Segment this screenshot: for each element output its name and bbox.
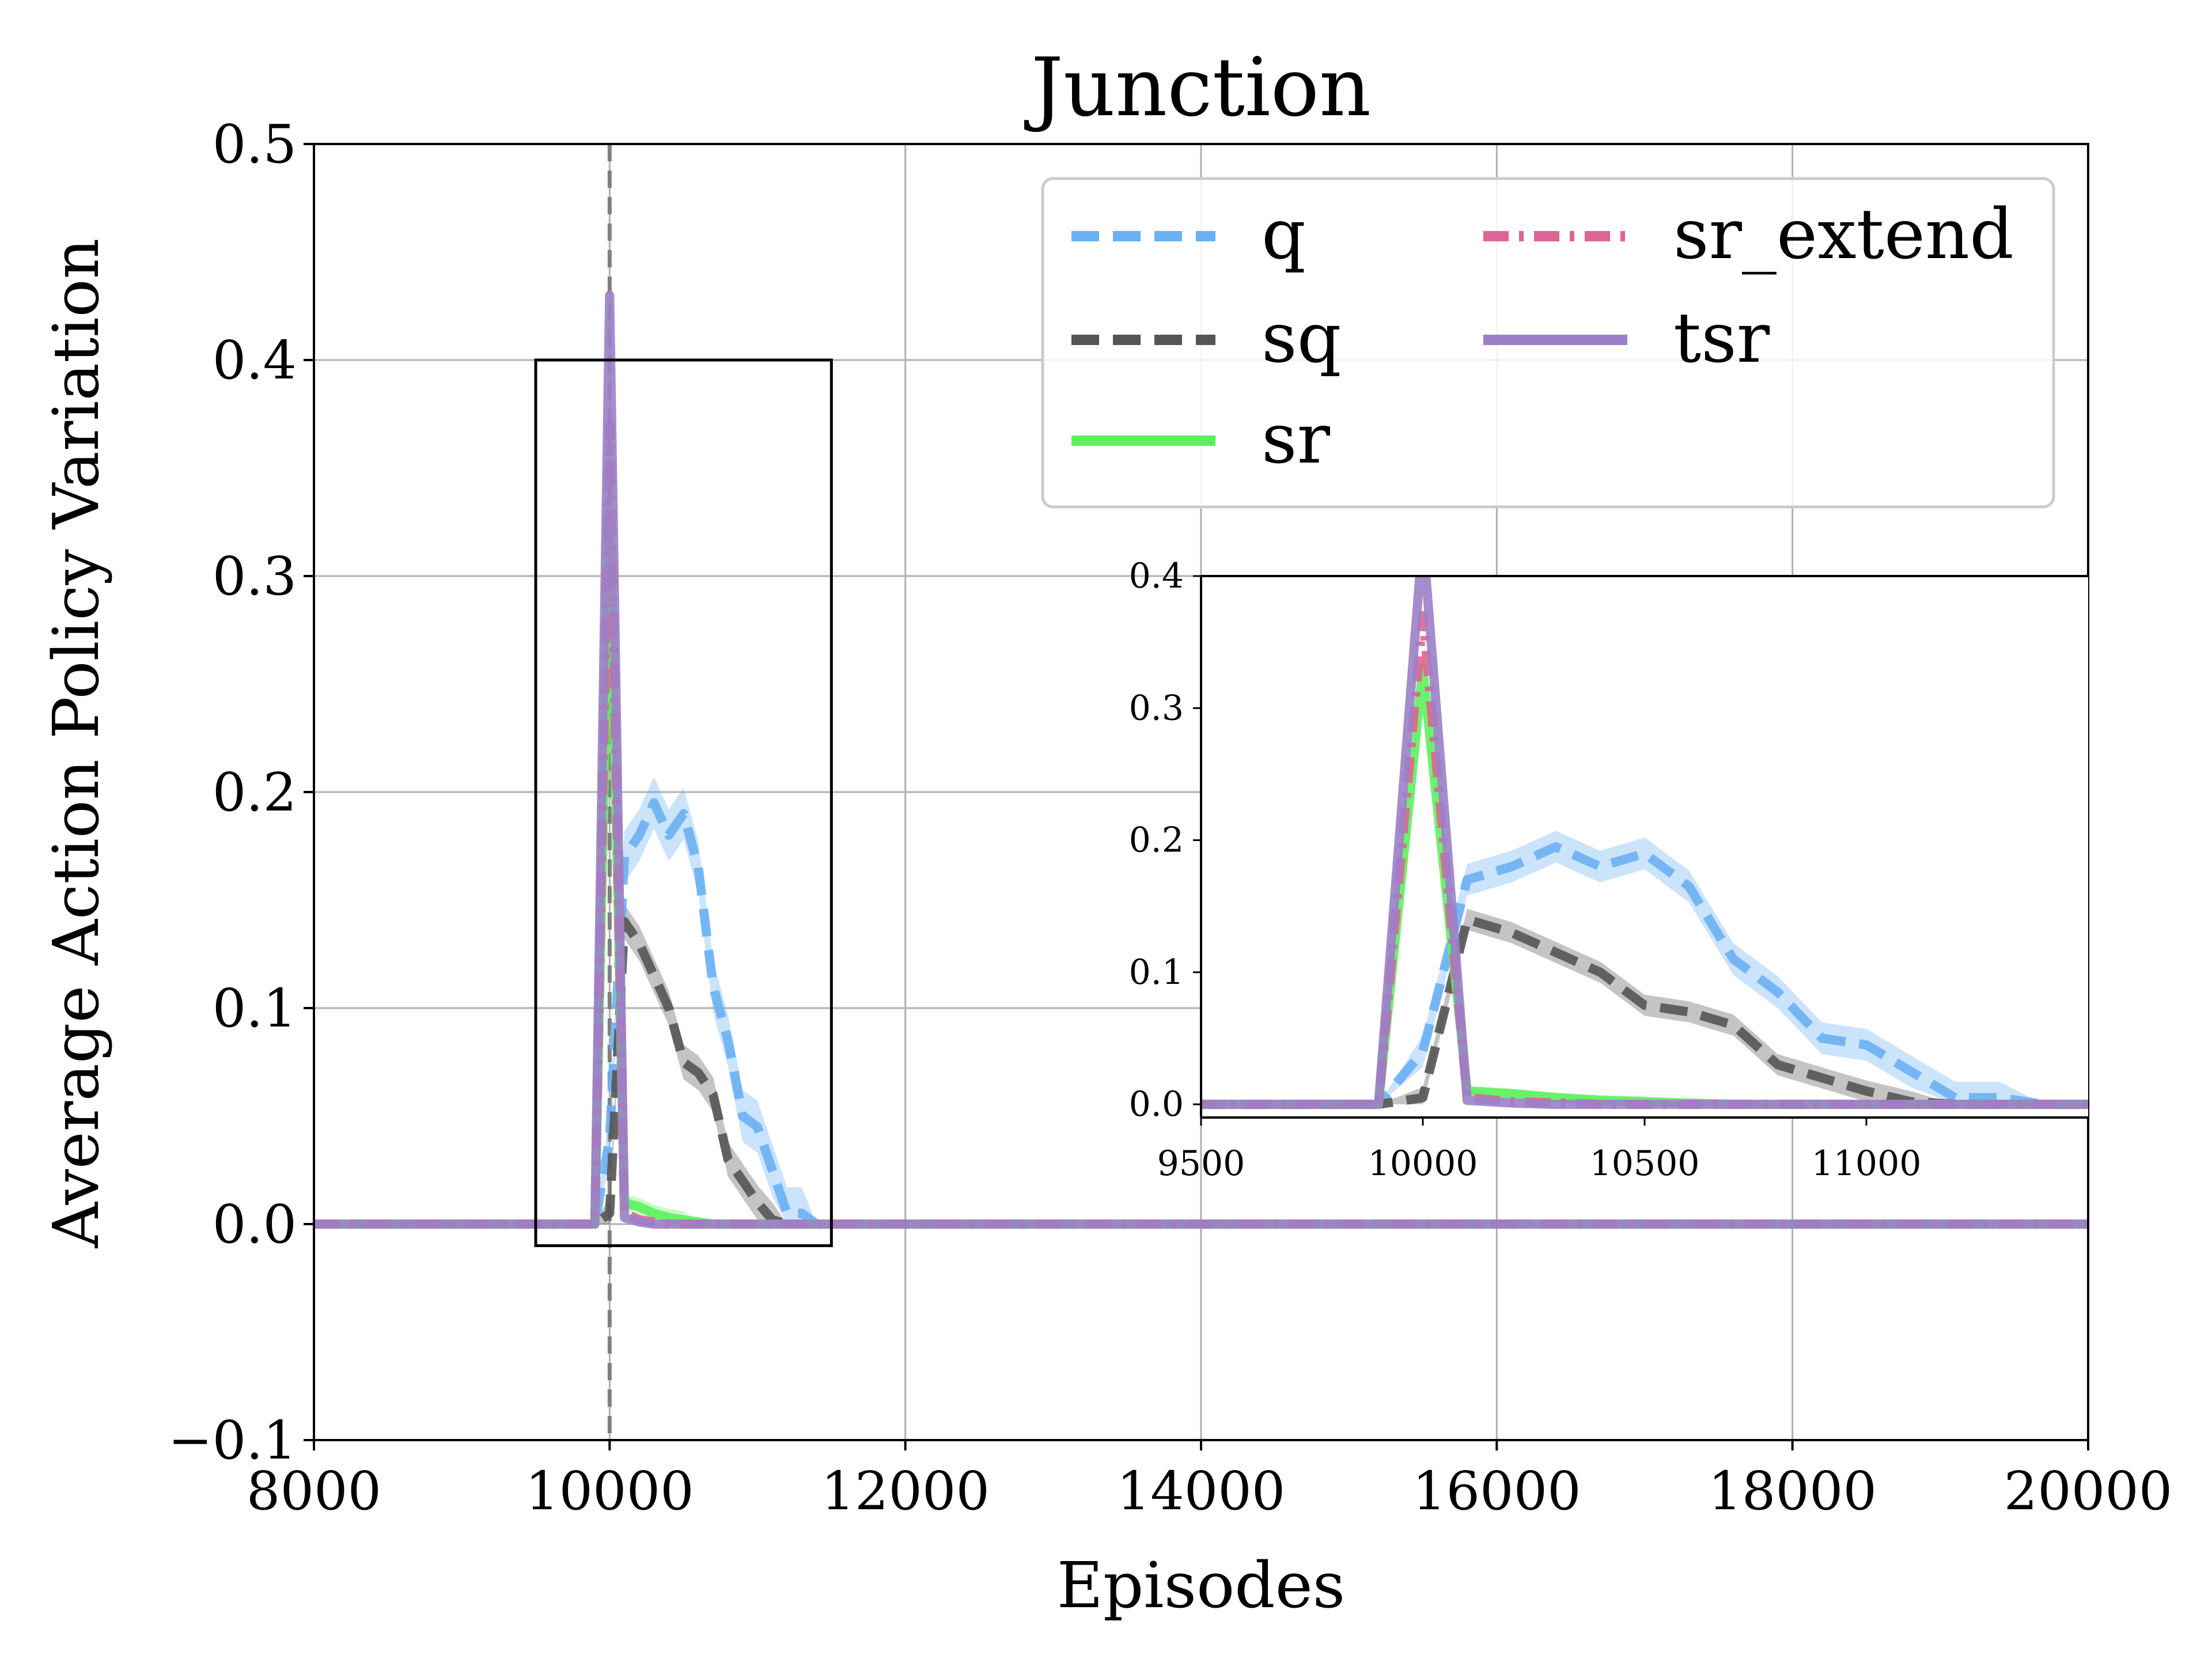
y-tick-label: 0.4: [213, 329, 297, 391]
series-line-tsr: [314, 290, 2088, 1229]
inset-line-sq: [1201, 915, 2088, 1109]
y-tick-label: 0.5: [213, 113, 297, 175]
x-tick-label: 12000: [821, 1460, 990, 1522]
legend-label-sr: sr: [1262, 399, 1331, 479]
y-tick-label: −0.1: [168, 1410, 297, 1471]
inset-x-tick-label: 10000: [1368, 1143, 1478, 1184]
inset-y-tick-label: 0.1: [1129, 952, 1184, 993]
x-tick-label: 14000: [1117, 1460, 1286, 1522]
x-tick-label: 20000: [2004, 1460, 2173, 1522]
series-band-q: [314, 777, 2088, 1224]
y-tick-label: 0.1: [213, 978, 297, 1039]
legend-label-sq: sq: [1262, 298, 1341, 378]
inset-line-q: [1201, 842, 2088, 1109]
x-tick-label: 18000: [1708, 1460, 1877, 1522]
inset-x-tick-label: 9500: [1157, 1143, 1245, 1184]
x-tick-label: 10000: [525, 1460, 694, 1522]
inset-line-sr_extend: [1201, 611, 2088, 1109]
legend-label-tsr: tsr: [1673, 298, 1770, 378]
legend-label-sr_extend: sr_extend: [1673, 195, 2014, 275]
y-tick-label: 0.2: [213, 762, 297, 823]
inset-y-tick-label: 0.2: [1129, 820, 1184, 861]
inset-series-group: [1201, 576, 2088, 1109]
y-tick-label: 0.3: [213, 546, 297, 607]
y-axis-label: Average Action Policy Variation: [39, 238, 113, 1249]
x-tick-label: 16000: [1412, 1460, 1581, 1522]
series-lines: [314, 290, 2088, 1229]
inset-line-tsr: [1201, 576, 2088, 1109]
x-tick-label: 8000: [247, 1460, 381, 1522]
chart-title: Junction: [1024, 41, 1371, 135]
x-axis-label: Episodes: [1057, 1548, 1346, 1622]
inset-x-tick-label: 10500: [1590, 1143, 1700, 1184]
inset-background: [1201, 576, 2088, 1118]
inset-y-tick-label: 0.4: [1129, 556, 1184, 596]
inset-y-tick-label: 0.0: [1129, 1084, 1184, 1124]
zoom-box: [534, 358, 833, 1247]
y-tick-label: 0.0: [213, 1194, 297, 1255]
series-line-q: [314, 798, 2088, 1229]
inset-x-tick-label: 11000: [1812, 1143, 1922, 1184]
confidence-bands: [314, 502, 2088, 1224]
inset-y-tick-label: 0.3: [1129, 688, 1184, 728]
legend-label-q: q: [1262, 195, 1306, 275]
main-axes: 8000 10000 12000 14000 16000 18000 20000 −0.1 0.…: [168, 113, 2173, 1522]
inset-plot: 9500 10000 10500 11000 0.0 0.1 0.2 0.3 0.4: [1129, 556, 2088, 1184]
